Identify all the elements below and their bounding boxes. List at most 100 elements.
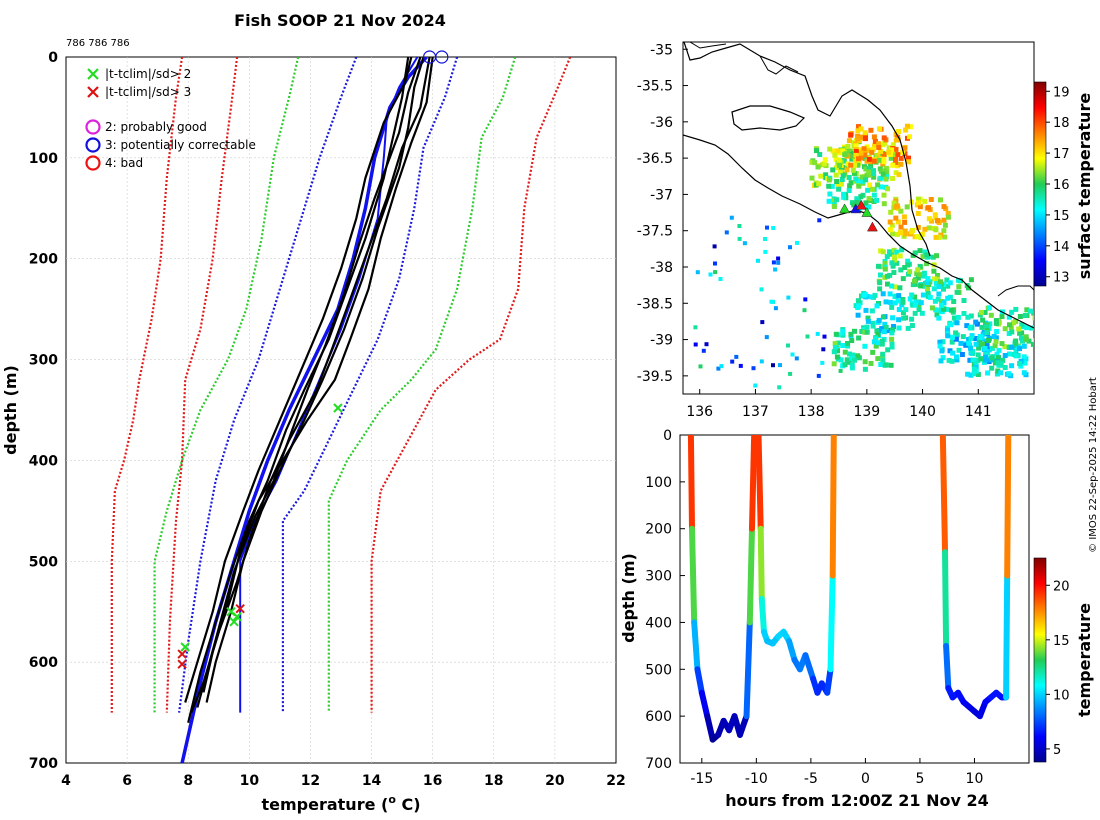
sst-pixel bbox=[820, 360, 825, 365]
sst-pixel bbox=[701, 348, 706, 353]
cast-segment bbox=[698, 689, 711, 720]
sst-pixel bbox=[896, 172, 902, 178]
sst-pixel bbox=[917, 248, 923, 254]
sst-pixel bbox=[873, 343, 879, 349]
ship-track bbox=[839, 199, 878, 232]
sst-pixel bbox=[821, 161, 827, 167]
sst-pixel bbox=[968, 345, 973, 351]
sst-pixel bbox=[989, 345, 995, 351]
sst-pixel bbox=[912, 250, 918, 256]
sst-pixel bbox=[877, 152, 883, 158]
sst-pixel bbox=[995, 360, 1001, 366]
sst-pixel bbox=[848, 331, 854, 337]
sst-pixel bbox=[915, 234, 921, 240]
map-x-tick-label: 136 bbox=[686, 404, 713, 420]
sst-pixel bbox=[902, 145, 908, 151]
sst-pixel bbox=[869, 186, 875, 192]
sst-pixel bbox=[870, 323, 876, 329]
sst-pixel bbox=[862, 291, 868, 297]
sst-pixel bbox=[947, 280, 953, 286]
sst-pixel bbox=[862, 343, 868, 349]
series-line bbox=[178, 57, 358, 713]
sst-pixel bbox=[900, 297, 906, 302]
sst-pixel bbox=[1034, 319, 1039, 324]
sst-pixel bbox=[926, 205, 931, 211]
sst-pixel bbox=[818, 173, 824, 179]
sst-pixel bbox=[887, 219, 893, 225]
sst-pixel bbox=[1017, 330, 1023, 336]
y-tick-label: 600 bbox=[29, 655, 58, 671]
sst-pixel bbox=[881, 159, 887, 165]
sst-pixel bbox=[896, 317, 902, 323]
sst-pixel bbox=[931, 276, 937, 282]
coastline-mainland bbox=[683, 134, 1034, 329]
sst-pixel bbox=[856, 335, 862, 341]
sst-pixel bbox=[724, 230, 729, 235]
sst-pixel bbox=[949, 307, 955, 313]
sst-pixel bbox=[1034, 335, 1039, 340]
flag-stroke bbox=[177, 649, 187, 659]
sst-pixel bbox=[922, 273, 927, 279]
sst-pixel bbox=[935, 218, 940, 223]
sst-pixel bbox=[941, 204, 947, 210]
sst-pixel bbox=[892, 254, 897, 260]
sst-pixel bbox=[977, 340, 982, 346]
section-y-tick-label: 700 bbox=[645, 756, 672, 772]
sst-pixel bbox=[1013, 347, 1019, 353]
cast-segment bbox=[748, 435, 758, 532]
sst-pixel bbox=[932, 215, 938, 221]
sst-pixel bbox=[895, 134, 901, 140]
sst-pixel bbox=[840, 148, 846, 154]
sst-pixel bbox=[938, 279, 943, 285]
sst-pixel bbox=[909, 229, 914, 235]
sst-pixel bbox=[895, 219, 901, 225]
series-group bbox=[110, 57, 572, 763]
sst-pixel bbox=[874, 303, 880, 309]
sst-pixel bbox=[912, 294, 918, 300]
sst-pixel bbox=[906, 155, 911, 161]
section-y-tick-label: 0 bbox=[663, 428, 672, 444]
sst-pixel bbox=[955, 314, 961, 320]
sst-pixel bbox=[945, 283, 951, 289]
sst-pixel bbox=[729, 215, 734, 220]
x-tick-label: 14 bbox=[362, 773, 382, 789]
sst-pixel bbox=[878, 272, 883, 278]
sst-pixel bbox=[971, 366, 977, 372]
sst-pixel bbox=[896, 293, 902, 299]
sst-pixel bbox=[889, 222, 895, 228]
sst-pixel bbox=[1011, 320, 1017, 326]
sst-pixel bbox=[922, 226, 928, 232]
sst-pixel bbox=[817, 218, 822, 223]
sst-pixel bbox=[816, 373, 821, 378]
sst-pixel bbox=[832, 344, 838, 350]
sst-pixel bbox=[964, 323, 970, 329]
section-y-tick-label: 300 bbox=[645, 569, 672, 585]
sst-pixel bbox=[890, 263, 896, 269]
sst-pixel bbox=[902, 265, 908, 270]
sst-pixel bbox=[959, 352, 965, 357]
sst-pixel bbox=[953, 330, 959, 336]
sst-pixel bbox=[841, 194, 847, 200]
sst-pixel bbox=[833, 165, 839, 171]
sst-pixel bbox=[933, 234, 939, 240]
sst-pixel bbox=[693, 342, 698, 347]
sst-pixel bbox=[873, 335, 878, 341]
cast-segment bbox=[694, 666, 705, 696]
sst-pixel bbox=[1006, 331, 1012, 336]
sst-pixel bbox=[901, 214, 907, 220]
sst-pixel bbox=[998, 361, 1004, 367]
sst-pixel bbox=[919, 310, 925, 316]
sst-pixel bbox=[858, 126, 864, 132]
sst-pixel bbox=[838, 357, 844, 363]
sst-pixel bbox=[827, 191, 833, 197]
sst-pixel bbox=[829, 183, 835, 189]
sst-pixel bbox=[1022, 360, 1028, 366]
sst-map: 136 137 138 139 140 141 -35-35.5-36-36.5-37-3… bbox=[637, 41, 1094, 420]
sst-pixel bbox=[858, 194, 864, 200]
sst-pixel bbox=[1021, 354, 1027, 360]
sst-pixel bbox=[918, 235, 924, 241]
legend-label: 3: potentially correctable bbox=[105, 138, 256, 152]
sst-pixel bbox=[854, 196, 860, 202]
sst-pixel bbox=[864, 148, 870, 154]
map-y-tick-label: -35 bbox=[650, 42, 673, 58]
